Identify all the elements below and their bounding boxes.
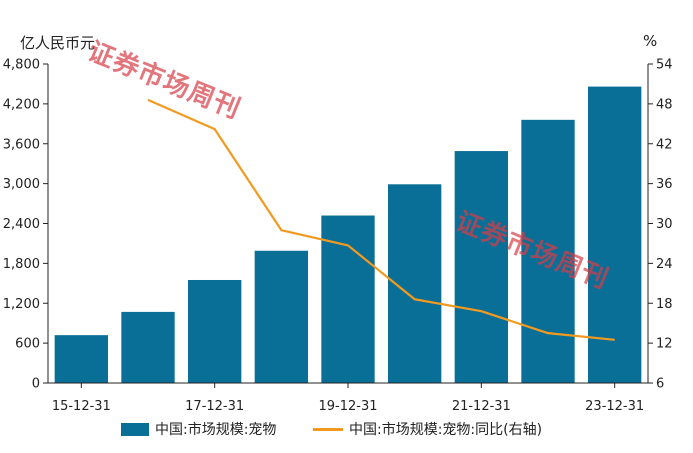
legend-item-line: 中国:市场规模:宠物:同比(右轴) (313, 419, 542, 439)
right-tick-label: 24 (656, 257, 673, 272)
legend-swatch-bar (121, 422, 149, 436)
left-tick-label: 1,800 (3, 257, 40, 272)
right-tick-label: 48 (656, 97, 673, 112)
left-tick-label: 3,000 (3, 177, 40, 192)
legend-item-bar: 中国:市场规模:宠物 (121, 419, 276, 439)
right-tick-label: 6 (656, 377, 664, 392)
right-tick-label: 54 (656, 58, 673, 73)
right-tick-label: 42 (656, 137, 673, 152)
bar-16-12-31 (121, 311, 175, 383)
x-tick-label: 19-12-31 (318, 399, 377, 414)
bar-21-12-31 (454, 151, 508, 383)
left-tick-label: 1,200 (3, 297, 40, 312)
left-tick-label: 600 (15, 337, 40, 352)
yoy-line (147, 98, 615, 341)
x-tick-label: 17-12-31 (185, 399, 244, 414)
left-tick-label: 3,600 (3, 137, 40, 152)
legend-swatch-line (313, 427, 343, 431)
bar-22-12-31 (521, 119, 575, 383)
left-axis-label: 亿人民币元 (20, 34, 96, 52)
legend: 中国:市场规模:宠物 中国:市场规模:宠物:同比(右轴) (0, 419, 693, 443)
bar-19-12-31 (321, 215, 375, 383)
right-tick-label: 30 (656, 217, 673, 232)
legend-label-bar: 中国:市场规模:宠物 (155, 422, 277, 438)
right-tick-label: 36 (656, 177, 673, 192)
legend-label-line: 中国:市场规模:宠物:同比(右轴) (349, 422, 543, 438)
right-tick-label: 18 (656, 297, 673, 312)
right-tick-label: 12 (656, 337, 673, 352)
x-tick-label: 15-12-31 (52, 399, 111, 414)
left-tick-label: 4,800 (3, 58, 40, 73)
bar-15-12-31 (54, 335, 108, 383)
right-axis-label: % (643, 32, 658, 50)
x-tick-label: 21-12-31 (452, 399, 511, 414)
bar-17-12-31 (188, 279, 242, 383)
x-tick-label: 23-12-31 (585, 399, 644, 414)
bar-18-12-31 (254, 250, 308, 383)
bar-23-12-31 (588, 86, 642, 384)
left-tick-label: 4,200 (3, 97, 40, 112)
left-tick-label: 2,400 (3, 217, 40, 232)
left-tick-label: 0 (32, 377, 40, 392)
